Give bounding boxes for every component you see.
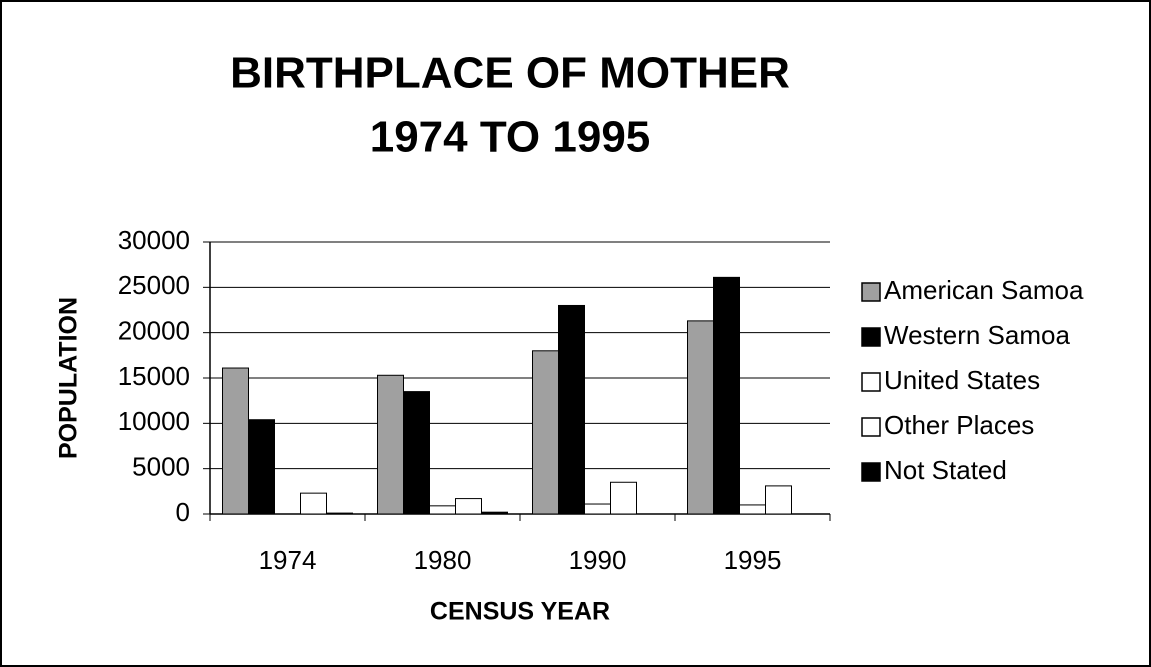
legend-swatch bbox=[861, 372, 881, 392]
bar bbox=[248, 419, 275, 515]
x-axis-label: CENSUS YEAR bbox=[430, 598, 610, 626]
bar bbox=[765, 485, 792, 515]
legend-swatch bbox=[861, 327, 881, 347]
legend-label: United States bbox=[884, 365, 1040, 395]
bar bbox=[429, 505, 456, 515]
bar bbox=[532, 350, 559, 515]
x-tick-label: 1990 bbox=[569, 545, 627, 575]
bar bbox=[610, 481, 637, 515]
y-axis-label: POPULATION bbox=[55, 297, 83, 459]
bar bbox=[713, 276, 740, 515]
x-tick-label: 1980 bbox=[414, 545, 472, 575]
legend-label: Western Samoa bbox=[884, 320, 1070, 350]
bar bbox=[222, 367, 249, 515]
bar bbox=[739, 504, 766, 515]
y-tick-label: 30000 bbox=[118, 225, 190, 255]
legend-swatch bbox=[861, 417, 881, 437]
y-tick-label: 20000 bbox=[118, 316, 190, 346]
y-tick-label: 25000 bbox=[118, 270, 190, 300]
bar bbox=[377, 374, 404, 515]
legend-swatch bbox=[861, 282, 881, 302]
y-tick-label: 10000 bbox=[118, 406, 190, 436]
x-tick-label: 1974 bbox=[259, 545, 317, 575]
bar bbox=[403, 391, 430, 515]
y-tick-label: 15000 bbox=[118, 361, 190, 391]
bar bbox=[558, 304, 585, 515]
bar bbox=[481, 511, 508, 515]
legend-label: American Samoa bbox=[884, 275, 1084, 305]
bar bbox=[687, 320, 714, 515]
bar bbox=[300, 492, 327, 515]
y-tick-label: 5000 bbox=[132, 452, 190, 482]
legend-label: Not Stated bbox=[884, 455, 1007, 485]
bar bbox=[584, 503, 611, 515]
legend-label: Other Places bbox=[884, 410, 1034, 440]
chart-subtitle: 1974 TO 1995 bbox=[370, 113, 651, 162]
x-tick-label: 1995 bbox=[724, 545, 782, 575]
y-tick-label: 0 bbox=[176, 497, 190, 527]
legend-swatch bbox=[861, 462, 881, 482]
bar bbox=[326, 512, 353, 515]
chart-title: BIRTHPLACE OF MOTHER bbox=[230, 49, 790, 98]
bar bbox=[455, 498, 482, 515]
